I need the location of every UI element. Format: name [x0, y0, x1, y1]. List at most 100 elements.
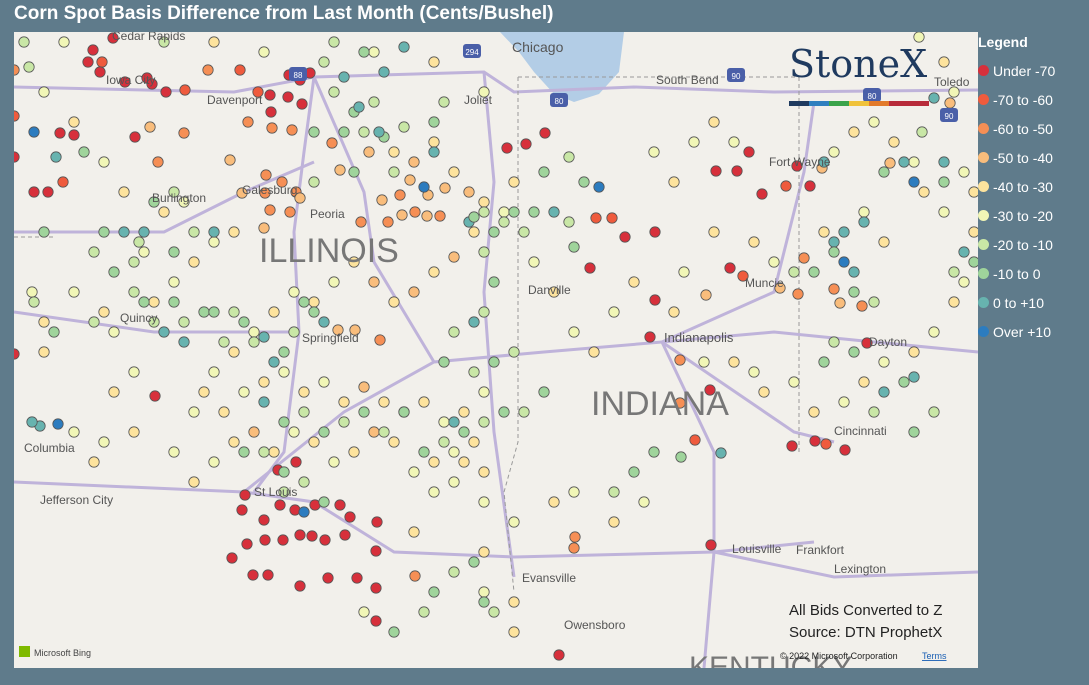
bid-point [553, 649, 565, 661]
bid-point [398, 121, 410, 133]
bid-point [539, 127, 551, 139]
legend-label: -40 to -30 [993, 178, 1053, 195]
bid-point [358, 406, 370, 418]
bid-point [368, 96, 380, 108]
bid-point [264, 204, 276, 216]
place-label: Quincy [120, 311, 157, 325]
bid-point [68, 426, 80, 438]
bid-point [508, 516, 520, 528]
logo-bar [789, 101, 929, 106]
bid-point [198, 386, 210, 398]
bid-point [786, 440, 798, 452]
bid-point [278, 346, 290, 358]
bid-point [728, 136, 740, 148]
bid-point [528, 206, 540, 218]
place-label: Indianapolis [664, 330, 734, 345]
bid-point [439, 182, 451, 194]
bid-point [318, 56, 330, 68]
legend-label: -20 to -10 [993, 236, 1053, 253]
legend-swatch [978, 152, 989, 163]
bid-point [38, 226, 50, 238]
terms-link[interactable]: Terms [922, 651, 947, 661]
bid-point [608, 516, 620, 528]
bid-point [258, 514, 270, 526]
bid-point [339, 529, 351, 541]
bid-point [268, 446, 280, 458]
bid-point [236, 504, 248, 516]
bid-point [888, 136, 900, 148]
bid-point [318, 426, 330, 438]
bid-point [818, 156, 830, 168]
highway-number: 80 [868, 92, 877, 101]
bid-point [188, 256, 200, 268]
bid-point [38, 316, 50, 328]
bid-point [848, 266, 860, 278]
legend-item: 0 to +10 [978, 288, 1055, 317]
bid-point [834, 297, 846, 309]
bid-point [508, 176, 520, 188]
bid-point [260, 169, 272, 181]
place-label: Louisville [732, 542, 782, 556]
bid-point [298, 386, 310, 398]
bid-point [758, 386, 770, 398]
bid-point [248, 426, 260, 438]
bid-point [118, 186, 130, 198]
place-label: Cedar Rapids [112, 32, 185, 43]
bid-point [438, 356, 450, 368]
bid-point [373, 126, 385, 138]
bid-point [878, 356, 890, 368]
bid-point [488, 606, 500, 618]
place-label: KENTUCKY [689, 651, 852, 668]
bid-point [298, 506, 310, 518]
bid-point [478, 386, 490, 398]
legend-item: -40 to -30 [978, 172, 1055, 201]
highway-number: 90 [945, 112, 954, 121]
bid-point [798, 252, 810, 264]
bid-point [328, 36, 340, 48]
bid-point [468, 366, 480, 378]
bid-point [748, 366, 760, 378]
bid-point [108, 386, 120, 398]
bid-point [349, 324, 361, 336]
bid-point [138, 296, 150, 308]
bid-point [14, 151, 20, 163]
bid-point [731, 165, 743, 177]
bid-point [298, 296, 310, 308]
bid-point [828, 336, 840, 348]
legend-swatch [978, 94, 989, 105]
bid-point [468, 226, 480, 238]
bid-point [938, 206, 950, 218]
bid-point [138, 246, 150, 258]
bid-point [119, 76, 131, 88]
place-label: Lexington [834, 562, 886, 576]
bid-point [818, 226, 830, 238]
bid-point [648, 446, 660, 458]
bid-point [308, 296, 320, 308]
bid-point [508, 626, 520, 638]
bid-point [648, 146, 660, 158]
bid-point [428, 56, 440, 68]
bid-point [710, 165, 722, 177]
bid-point [404, 174, 416, 186]
highway-shield [727, 68, 745, 82]
bid-point [448, 251, 460, 263]
legend-item: -70 to -60 [978, 85, 1055, 114]
bid-point [948, 296, 960, 308]
bid-point [344, 511, 356, 523]
bid-point [226, 552, 238, 564]
legend-item: -10 to 0 [978, 259, 1055, 288]
bid-point [913, 32, 925, 43]
bid-point [282, 91, 294, 103]
bid-point [239, 489, 251, 501]
bid-point [168, 446, 180, 458]
bid-point [351, 572, 363, 584]
bid-point [160, 86, 172, 98]
bid-point [628, 276, 640, 288]
bid-point [938, 156, 950, 168]
legend-label: 0 to +10 [993, 294, 1044, 311]
highway-shield [550, 93, 568, 107]
bid-point [638, 496, 650, 508]
bid-point [409, 206, 421, 218]
bid-point [708, 226, 720, 238]
bid-point [98, 156, 110, 168]
